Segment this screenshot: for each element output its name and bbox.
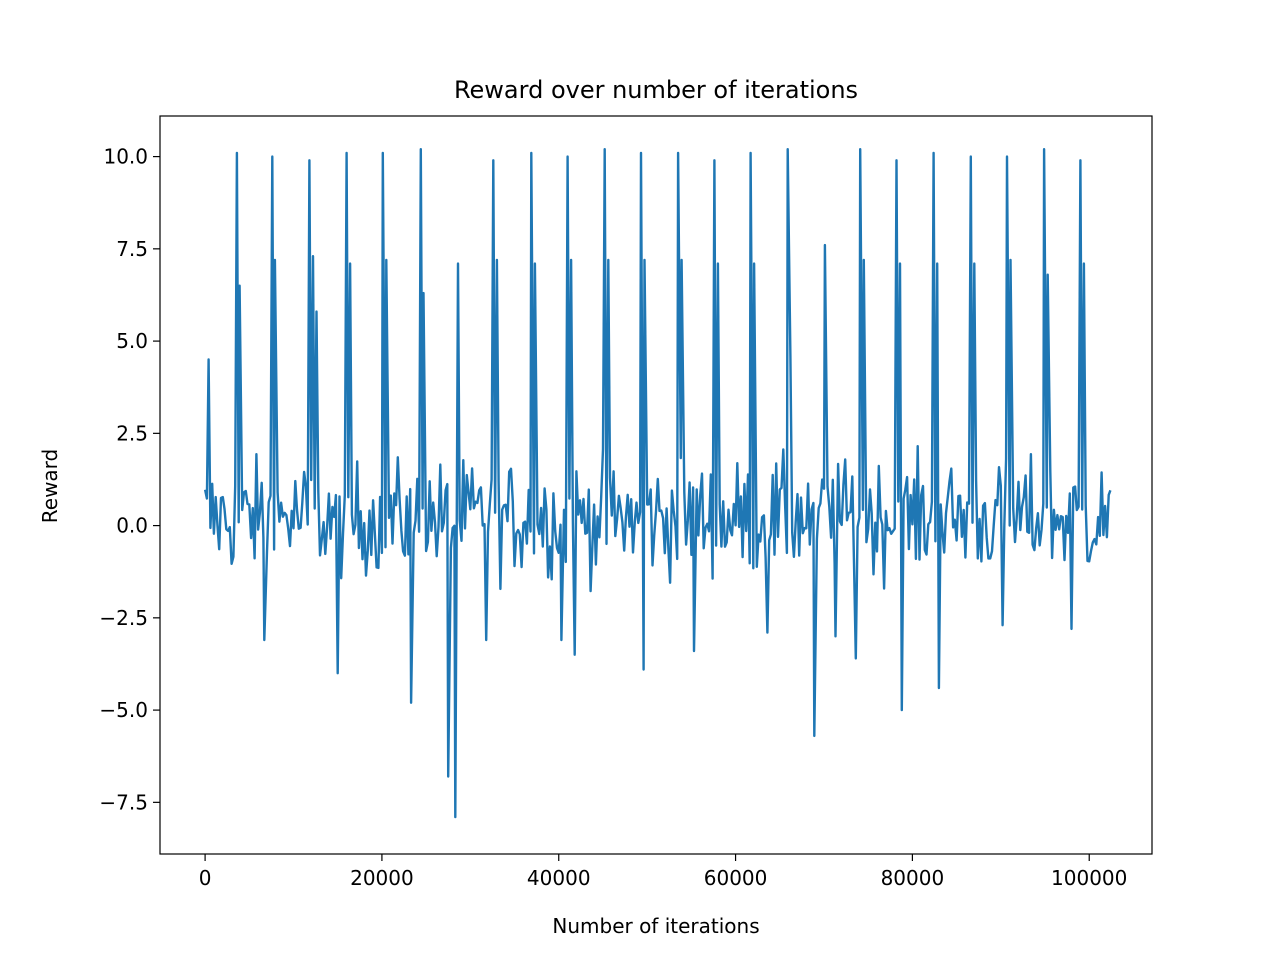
y-axis-title: Reward bbox=[38, 449, 62, 523]
x-tick-label: 60000 bbox=[704, 866, 768, 890]
x-tick-label: 20000 bbox=[350, 866, 414, 890]
y-tick-label: 10.0 bbox=[103, 145, 148, 169]
chart-title: Reward over number of iterations bbox=[454, 76, 858, 104]
y-tick-label: −5.0 bbox=[99, 698, 148, 722]
x-tick-label: 0 bbox=[199, 866, 212, 890]
x-axis: 0 20000 40000 60000 80000 100000 bbox=[199, 854, 1127, 890]
y-tick-label: 5.0 bbox=[116, 329, 148, 353]
x-axis-title: Number of iterations bbox=[552, 914, 759, 938]
x-tick-label: 40000 bbox=[527, 866, 591, 890]
y-axis: −7.5 −5.0 −2.5 0.0 2.5 5.0 7.5 10.0 bbox=[99, 145, 160, 814]
y-tick-label: 7.5 bbox=[116, 237, 148, 261]
y-tick-label: −7.5 bbox=[99, 790, 148, 814]
y-tick-label: 2.5 bbox=[116, 421, 148, 445]
x-tick-label: 100000 bbox=[1051, 866, 1127, 890]
plot-frame bbox=[159, 115, 1153, 855]
plot-area bbox=[203, 147, 1112, 819]
y-tick-label: 0.0 bbox=[116, 514, 148, 538]
y-tick-label: −2.5 bbox=[99, 606, 148, 630]
x-tick-label: 80000 bbox=[881, 866, 945, 890]
series-line-reward bbox=[203, 147, 1112, 819]
